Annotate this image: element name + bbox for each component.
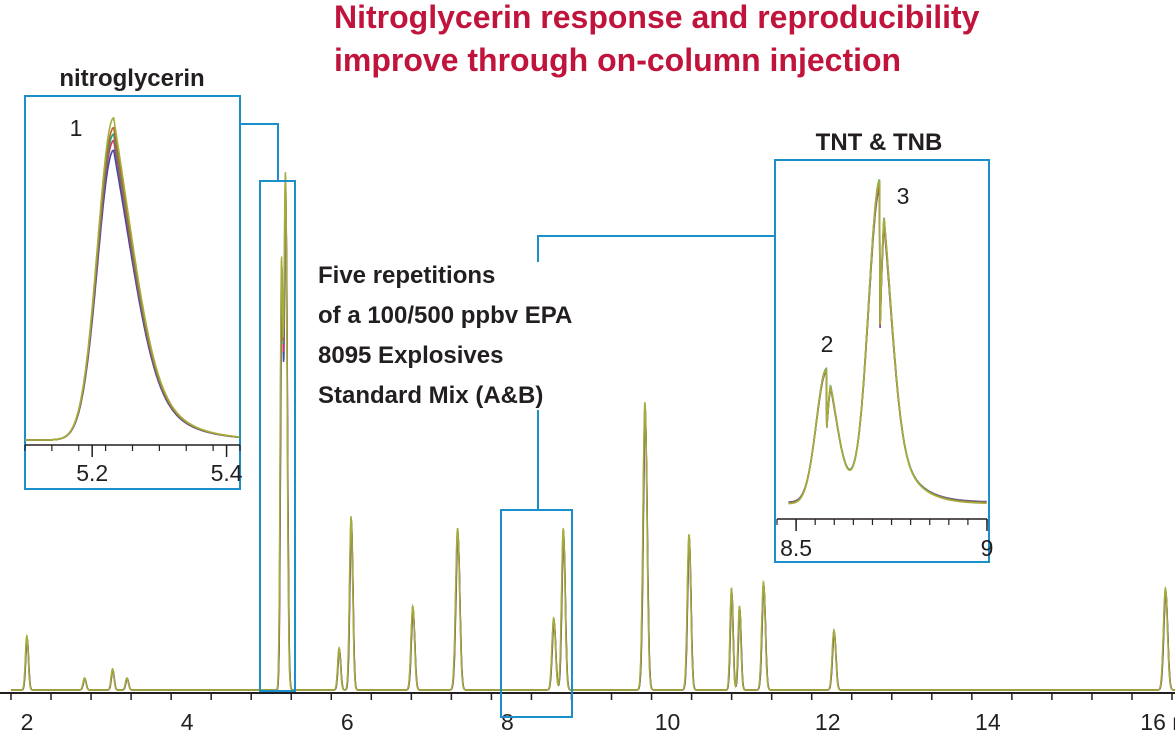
tnt-trace-1 (788, 188, 987, 503)
tnt-tick-label: 9 (981, 535, 994, 561)
ng-trace-3 (25, 132, 240, 441)
tnt-trace-5 (788, 180, 987, 505)
ng-trace-2 (25, 139, 240, 441)
peak-label-2: 2 (821, 331, 834, 357)
chart-title-line-2: improve through on-column injection (334, 42, 901, 78)
tnt-trace-2 (788, 182, 987, 504)
ng-tick-label: 5.2 (76, 460, 108, 486)
inset-ng-title: nitroglycerin (59, 65, 204, 92)
peak-label-3: 3 (897, 183, 910, 209)
chart-title: Nitroglycerin response and reproducibili… (334, 0, 980, 78)
main-tick-label: 2 (21, 709, 34, 735)
chart-title-line-1: Nitroglycerin response and reproducibili… (334, 0, 980, 35)
main-tick-label: 14 (975, 709, 1001, 735)
main-trace-5 (11, 172, 1175, 691)
main-x-axis: 2 4 6 8 10 12 14 16 min. (0, 692, 1175, 735)
inset-ng-x-axis: 5.2 5.4 (24, 444, 243, 486)
ng-connector (240, 123, 279, 181)
inset-ng-traces (25, 116, 240, 441)
main-tick-label: 6 (341, 709, 354, 735)
tnt-trace-3 (788, 179, 987, 504)
ng-trace-1 (25, 149, 240, 441)
main-tick-label: 10 (655, 709, 681, 735)
inset-tnt-x-axis: 8.5 9 (776, 518, 994, 561)
ng-tick-label: 5.4 (211, 460, 243, 486)
tnt-trace-4 (788, 182, 987, 505)
inset-ng-frame (24, 95, 241, 490)
annotation-line-4: Standard Mix (A&B) (318, 382, 543, 409)
main-tick-label: 8 (501, 709, 514, 735)
main-trace-3 (11, 182, 1175, 691)
main-tick-label: 4 (181, 709, 194, 735)
annotation: Five repetitions of a 100/500 ppbv EPA 809… (318, 262, 572, 409)
inset-tnt-frame (774, 159, 990, 563)
peak-label-1: 1 (70, 115, 83, 141)
main-trace-4 (11, 175, 1175, 691)
annotation-line-1: Five repetitions (318, 262, 495, 289)
ng-trace-5 (25, 116, 240, 441)
inset-tnt-traces (788, 179, 987, 505)
ng-trace-4 (25, 126, 240, 441)
inset-tnt-title: TNT & TNB (816, 129, 943, 156)
annotation-line-3: 8095 Explosives (318, 342, 503, 369)
tnt-tick-label: 8.5 (780, 535, 812, 561)
ng-zoom-region (259, 180, 296, 692)
main-tick-label: 12 (815, 709, 841, 735)
main-chromatogram (11, 172, 1175, 691)
annotation-line-2: of a 100/500 ppbv EPA (318, 302, 572, 329)
main-tick-label: 16 min. (1140, 709, 1175, 735)
tnt-connector-top (537, 235, 775, 262)
tnt-zoom-region (500, 509, 573, 718)
main-trace-2 (11, 192, 1175, 691)
main-trace-1 (11, 207, 1175, 691)
